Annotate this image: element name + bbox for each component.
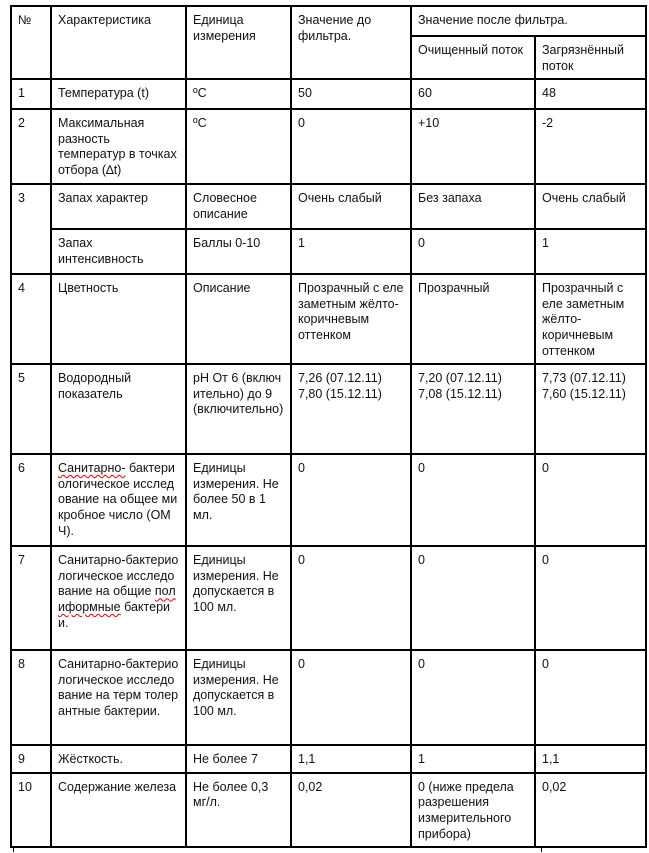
cell-before: 0 [290,108,412,186]
cell-before: 1,1 [290,744,412,774]
table-row: Запах интенсивность Баллы 0-10 1 0 1 [11,228,648,276]
cell-clean: Прозрачный [410,273,536,366]
cell-name: Санитарно- бактериологическое исследован… [50,453,187,548]
cell-unit: ºC [185,78,292,111]
page-mark [541,846,542,852]
cell-num: 8 [10,649,52,747]
cell-dirty: 0,02 [533,771,648,849]
cell-dirty: Прозрачный с еле заметным жёлто-коричнев… [533,273,648,366]
table-row: 1 Температура (t) ºC 50 60 48 [10,78,648,111]
cell-dirty: Очень слабый [533,183,648,231]
cell-name: Водородный показатель [50,363,187,456]
cell-name: Санитарно-бактериологическое исследовани… [50,649,187,747]
cell-name-text: бактериологическое исследование на общее… [58,461,178,538]
cell-before: 50 [290,78,412,111]
cell-num: 1 [10,78,52,111]
table-row: 4 Цветность Описание Прозрачный с еле замет… [10,273,648,366]
cell-unit: Словесное описание [185,183,292,231]
table-row: 8 Санитарно-бактериологическое исследован… [10,649,648,747]
cell-clean: Без запаха [410,183,536,231]
cell-unit: Не более 7 [185,744,292,774]
cell-unit: pH От 6 (включительно) до 9 (включительн… [185,363,292,456]
cell-num: 7 [10,545,52,652]
water-quality-table: № Характеристика Единица измерения Значе… [10,4,648,849]
cell-before: 0 [290,649,412,747]
cell-name: Температура (t) [50,78,187,111]
table-row: 10 Содержание железа Не более 0,3 мг/л. 0,0… [10,771,648,849]
cell-dirty: 0 [533,545,648,652]
cell-unit: Не более 0,3 мг/л. [185,771,292,849]
cell-dirty: 0 [533,453,648,548]
cell-before: 0,02 [290,771,412,849]
cell-before: 0 [290,545,412,652]
table-row: 9 Жёсткость. Не более 7 1,1 1 1,1 [10,744,648,774]
cell-dirty: 48 [533,78,648,111]
header-dirty: Загрязнённый поток [533,34,648,81]
cell-num: 3 [10,183,52,276]
cell-num: 6 [10,453,52,548]
table-row: 6 Санитарно- бактериологическое исследов… [10,453,648,548]
cell-unit: Баллы 0-10 [185,228,292,276]
spellcheck-word: Санитарно- [58,461,126,476]
header-unit: Единица измерения [185,4,292,81]
header-characteristic: Характеристика [50,4,187,81]
cell-num: 9 [10,744,52,774]
cell-name: Запах интенсивность [50,228,187,276]
page-mark [13,846,14,852]
header-num: № [10,4,52,81]
cell-unit: Единицы измерения. Не более 50 в 1 мл. [185,453,292,548]
cell-unit: Единицы измерения. Не допускается в 100 … [185,545,292,652]
cell-name: Жёсткость. [50,744,187,774]
table-row: 3 Запах характер Словесное описание Очень с… [10,183,648,276]
cell-before: 1 [290,228,412,276]
cell-before: 7,26 (07.12.11) 7,80 (15.12.11) [290,363,412,456]
header-before: Значение до фильтра. [290,4,412,81]
cell-clean: +10 [410,108,536,186]
cell-clean: 0 [410,649,536,747]
cell-clean: 1 [410,744,536,774]
cell-clean: 0 [410,228,536,276]
spellcheck-word: полиформные [58,584,176,614]
cell-unit: Единицы измерения. Не допускается в 100 … [185,649,292,747]
cell-name: Запах характер [50,183,187,231]
cell-name-text: Санитарно-бактериологическое исследовани… [58,553,179,599]
cell-name-text: бактерии. [58,599,170,630]
header-row: № Характеристика Единица измерения Значе… [10,4,648,81]
cell-name: Санитарно-бактериологическое исследовани… [50,545,187,652]
cell-clean: 7,20 (07.12.11) 7,08 (15.12.11) [410,363,536,456]
cell-before: 0 [290,453,412,548]
cell-dirty: 7,73 (07.12.11) 7,60 (15.12.11) [533,363,648,456]
cell-dirty: 1 [533,228,648,276]
cell-name: Максимальная разность температур в точка… [50,108,187,186]
cell-name: Содержание железа [50,771,187,849]
cell-name: Цветность [50,273,187,366]
cell-clean: 60 [410,78,536,111]
header-after: Значение после фильтра. [409,5,648,37]
table-row: 5 Водородный показатель pH От 6 (включител… [10,363,648,456]
cell-unit: Описание [185,273,292,366]
table-row: 7 Санитарно-бактериологическое исследова… [10,545,648,652]
cell-num: 2 [10,108,52,186]
cell-dirty: -2 [533,108,648,186]
cell-dirty: 1,1 [533,744,648,774]
subheader-row: Очищенный поток Загрязнённый поток [11,34,648,81]
cell-num: 10 [10,771,52,849]
cell-clean: 0 [410,453,536,548]
header-clean: Очищенный поток [410,34,536,81]
cell-num: 5 [10,363,52,456]
cell-dirty: 0 [533,649,648,747]
cell-before: Очень слабый [290,183,412,231]
cell-unit: ºC [185,108,292,186]
table-row: 2 Максимальная разность температур в точк… [10,108,648,186]
cell-clean: 0 (ниже предела разрешения измерительног… [410,771,536,849]
cell-before: Прозрачный с еле заметным жёлто-коричнев… [290,273,412,366]
cell-num: 4 [10,273,52,366]
cell-clean: 0 [410,545,536,652]
